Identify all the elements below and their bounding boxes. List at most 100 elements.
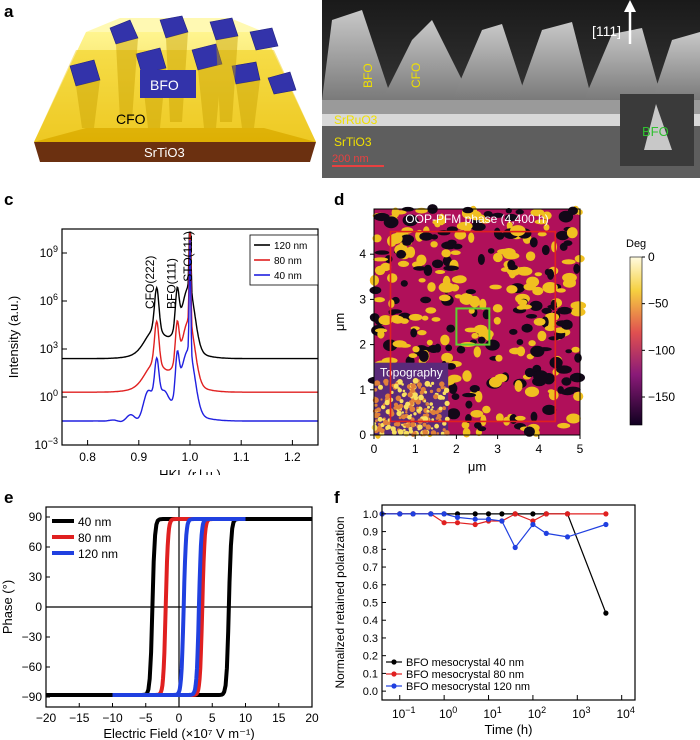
y-axis-label: Phase (°)	[0, 580, 15, 634]
topo-grain	[386, 424, 392, 430]
pfm-grain	[543, 224, 550, 231]
pfm-grain	[428, 345, 440, 353]
pfm-grain	[493, 252, 503, 263]
pfm-grain	[542, 404, 557, 415]
legend-label: 40 nm	[78, 515, 111, 529]
topo-grain	[413, 395, 419, 401]
pfm-grain	[462, 427, 471, 438]
x-tick-label: 104	[616, 705, 634, 721]
pfm-grain	[397, 260, 410, 267]
series-line-0	[382, 513, 607, 614]
pfm-grain	[542, 282, 558, 294]
pfm-grain	[494, 373, 508, 383]
topo-grain	[401, 392, 407, 398]
pfm-grain	[521, 323, 533, 333]
pfm-grain	[493, 317, 501, 325]
pfm-grain	[480, 218, 491, 224]
x-tick-label: −10	[102, 711, 123, 725]
pfm-grain	[555, 320, 570, 327]
topo-grain	[403, 430, 410, 437]
pfm-grain	[406, 246, 416, 258]
y-tick-label: 0	[35, 600, 42, 614]
substrate-side	[34, 142, 316, 162]
topo-grain	[429, 410, 432, 414]
y-axis-label: Normalized retained polarization	[333, 516, 347, 688]
pfm-grain	[566, 227, 578, 239]
topo-grain	[385, 409, 391, 415]
pfm-grain	[479, 298, 487, 310]
y-tick-label: −30	[22, 630, 43, 644]
pfm-grain	[387, 273, 398, 283]
x-tick-label: 1	[412, 442, 419, 456]
x-tick-label: 1.1	[233, 450, 250, 464]
data-point	[499, 518, 505, 524]
data-point	[454, 514, 461, 520]
pfm-grain	[408, 313, 423, 321]
pfm-grain	[571, 346, 580, 353]
y-tick-label: 103	[40, 340, 58, 356]
pfm-grain	[473, 324, 488, 334]
data-point	[564, 534, 571, 540]
topo-grain	[425, 424, 431, 430]
topo-grain	[398, 416, 402, 420]
pfm-grain	[388, 299, 395, 308]
y-tick-label: 0.7	[363, 562, 378, 574]
pfm-grain	[445, 363, 456, 370]
pfm-grain	[503, 252, 520, 260]
series-line-40-nm	[62, 239, 318, 423]
pfm-grain	[441, 249, 451, 258]
pfm-grain	[495, 413, 504, 422]
panel-label-f: f	[334, 488, 340, 507]
pfm-grain	[478, 336, 486, 344]
pfm-grain	[507, 259, 516, 270]
topo-grain	[442, 421, 447, 426]
srruo3-label: SrRuO3	[334, 113, 378, 127]
series-line-80-nm	[62, 232, 318, 393]
topo-grain	[431, 381, 435, 385]
topo-grain	[433, 394, 439, 400]
topo-grain	[412, 377, 419, 384]
bfo-label-tem: BFO	[361, 63, 375, 88]
pfm-grain	[451, 393, 460, 400]
topo-grain	[435, 417, 439, 420]
legend-label: BFO mesocrystal 40 nm	[406, 657, 524, 669]
pfm-grain	[523, 426, 535, 437]
topo-grain	[375, 419, 378, 423]
pfm-grain	[562, 272, 577, 283]
pfm-grain	[442, 255, 452, 267]
topo-grain	[401, 383, 404, 386]
pfm-grain	[461, 421, 470, 429]
pfm-grain	[439, 294, 451, 302]
pfm-grain	[563, 240, 573, 246]
x-tick-label: 15	[272, 711, 286, 725]
pfm-grain	[474, 422, 482, 429]
topo-grain	[418, 394, 424, 401]
annotation-bfo: BFO(111)	[165, 258, 179, 309]
pfm-grain	[369, 286, 382, 295]
pfm-grain	[518, 304, 532, 310]
pfm-grain	[491, 212, 504, 218]
topo-grain	[436, 387, 441, 393]
x-axis-label: HKL (r.l.u.)	[159, 467, 221, 475]
tem-image-panel: [111] BFO CFO SrRuO3 SrTiO3 200 nm BFO	[322, 0, 700, 178]
topo-grain	[380, 398, 383, 401]
pfm-grain	[526, 276, 540, 288]
pfm-grain	[524, 367, 535, 378]
pfm-grain	[492, 304, 503, 313]
data-point	[603, 521, 609, 528]
y-tick-label: 90	[29, 510, 43, 524]
y-tick-label: 30	[29, 570, 43, 584]
pfm-grain	[469, 385, 480, 393]
pfm-grain	[534, 272, 542, 277]
topo-grain	[375, 408, 379, 412]
topo-grain	[377, 422, 381, 426]
topo-grain	[442, 391, 447, 395]
x-axis-label: μm	[468, 459, 486, 474]
pfm-grain	[514, 415, 526, 421]
topo-grain	[422, 416, 429, 422]
pfm-grain	[412, 346, 420, 353]
pfm-frame	[373, 208, 581, 436]
topography-label: Topography	[380, 366, 443, 380]
pfm-grain	[525, 251, 536, 261]
topo-grain	[419, 390, 424, 395]
